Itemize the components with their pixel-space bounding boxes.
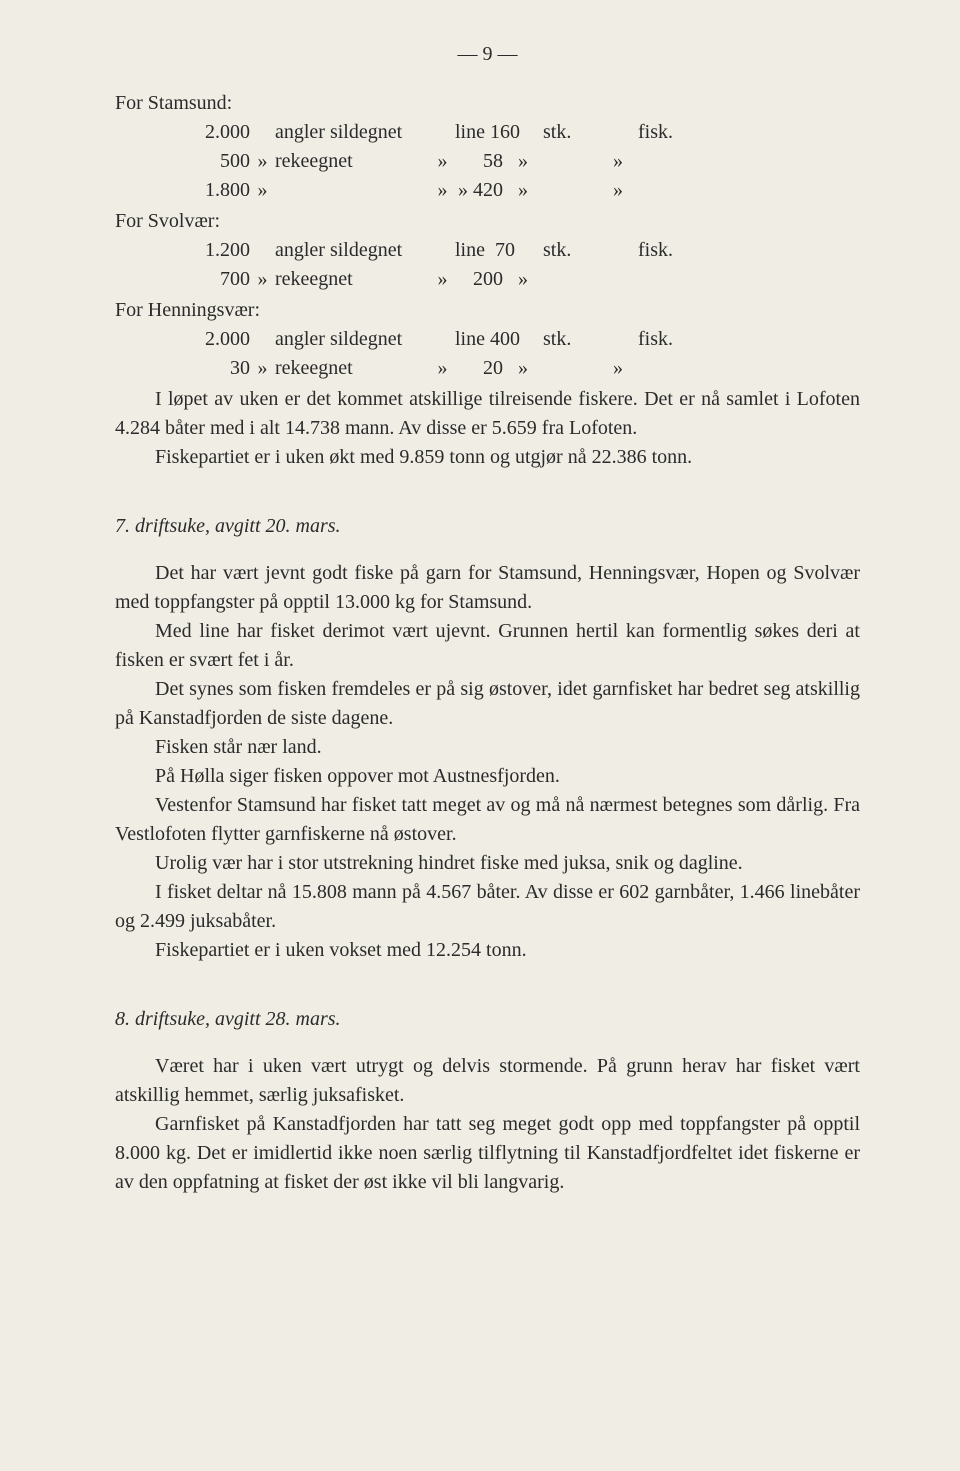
cell: angler sildegnet — [275, 325, 430, 354]
cell: angler sildegnet — [275, 118, 430, 147]
cell — [638, 147, 688, 176]
cell: fisk. — [638, 118, 688, 147]
ditto-mark: » — [598, 147, 638, 176]
cell: 30 — [175, 354, 250, 383]
body-text: Vestenfor Stamsund har fisket tatt meget… — [115, 791, 860, 849]
cell — [250, 325, 275, 354]
henningsvaer-table: 2.000 angler sildegnet line 400 stk. fis… — [175, 325, 860, 383]
cell — [638, 176, 688, 205]
body-text: Garnfisket på Kanstadfjorden har tatt se… — [115, 1110, 860, 1197]
cell — [543, 147, 598, 176]
cell — [543, 354, 598, 383]
table-row: 1.200 angler sildegnet line 70 stk. fisk… — [175, 236, 860, 265]
body-text: I løpet av uken er det kommet atskillige… — [115, 385, 860, 443]
cell: 20 — [455, 354, 503, 383]
cell: angler sildegnet — [275, 236, 430, 265]
cell: 2.000 — [175, 118, 250, 147]
cell — [503, 118, 543, 147]
ditto-mark: » — [250, 176, 275, 205]
body-text: I fisket deltar nå 15.808 mann på 4.567 … — [115, 878, 860, 936]
body-text: Fisken står nær land. — [115, 733, 860, 762]
body-text: Været har i uken vært utrygt og delvis s… — [115, 1052, 860, 1110]
cell — [638, 354, 688, 383]
ditto-mark: » — [250, 354, 275, 383]
cell — [543, 176, 598, 205]
ditto-mark: » — [430, 354, 455, 383]
body-text: Fiskepartiet er i uken økt med 9.859 ton… — [115, 443, 860, 472]
cell: 500 — [175, 147, 250, 176]
table-row: 700 » rekeegnet » 200 » — [175, 265, 860, 294]
cell — [638, 265, 688, 294]
body-text: Med line har fisket derimot vært ujevnt.… — [115, 617, 860, 675]
cell: stk. — [543, 118, 598, 147]
cell — [275, 176, 430, 205]
cell: » 420 — [455, 176, 503, 205]
ditto-mark: » — [250, 147, 275, 176]
cell — [503, 325, 543, 354]
table-row: 2.000 angler sildegnet line 400 stk. fis… — [175, 325, 860, 354]
location-svolvaer: For Svolvær: — [115, 207, 860, 236]
ditto-mark: » — [503, 176, 543, 205]
cell — [598, 118, 638, 147]
table-row: 1.800 » » » 420 » » — [175, 176, 860, 205]
cell: 200 — [455, 265, 503, 294]
cell: 1.200 — [175, 236, 250, 265]
cell — [430, 325, 455, 354]
cell: rekeegnet — [275, 147, 430, 176]
cell — [543, 265, 598, 294]
cell — [250, 236, 275, 265]
cell: 700 — [175, 265, 250, 294]
cell — [430, 118, 455, 147]
ditto-mark: » — [598, 354, 638, 383]
location-henningsvaer: For Henningsvær: — [115, 296, 860, 325]
ditto-mark: » — [503, 354, 543, 383]
ditto-mark: » — [598, 176, 638, 205]
ditto-mark: » — [430, 147, 455, 176]
body-text: Det har vært jevnt godt fiske på garn fo… — [115, 559, 860, 617]
cell: line 400 — [455, 325, 503, 354]
section-7-title: 7. driftsuke, avgitt 20. mars. — [115, 512, 860, 541]
cell: line 160 — [455, 118, 503, 147]
cell — [430, 236, 455, 265]
stamsund-table: 2.000 angler sildegnet line 160 stk. fis… — [175, 118, 860, 205]
ditto-mark: » — [250, 265, 275, 294]
cell: fisk. — [638, 325, 688, 354]
cell — [598, 265, 638, 294]
cell: stk. — [543, 236, 598, 265]
cell — [503, 236, 543, 265]
cell: rekeegnet — [275, 354, 430, 383]
cell — [598, 325, 638, 354]
table-row: 30 » rekeegnet » 20 » » — [175, 354, 860, 383]
table-row: 2.000 angler sildegnet line 160 stk. fis… — [175, 118, 860, 147]
ditto-mark: » — [503, 265, 543, 294]
cell — [250, 118, 275, 147]
cell: fisk. — [638, 236, 688, 265]
cell: rekeegnet — [275, 265, 430, 294]
ditto-mark: » — [430, 176, 455, 205]
ditto-mark: » — [503, 147, 543, 176]
page-number: — 9 — — [115, 40, 860, 69]
body-text: Fiskepartiet er i uken vokset med 12.254… — [115, 936, 860, 965]
cell: 2.000 — [175, 325, 250, 354]
body-text: På Hølla siger fisken oppover mot Austne… — [115, 762, 860, 791]
body-text: Urolig vær har i stor utstrekning hindre… — [115, 849, 860, 878]
section-8-title: 8. driftsuke, avgitt 28. mars. — [115, 1005, 860, 1034]
table-row: 500 » rekeegnet » 58 » » — [175, 147, 860, 176]
cell: 1.800 — [175, 176, 250, 205]
svolvaer-table: 1.200 angler sildegnet line 70 stk. fisk… — [175, 236, 860, 294]
body-text: Det synes som fisken fremdeles er på sig… — [115, 675, 860, 733]
ditto-mark: » — [430, 265, 455, 294]
cell — [598, 236, 638, 265]
cell: 58 — [455, 147, 503, 176]
cell: stk. — [543, 325, 598, 354]
location-stamsund: For Stamsund: — [115, 89, 860, 118]
cell: line 70 — [455, 236, 503, 265]
